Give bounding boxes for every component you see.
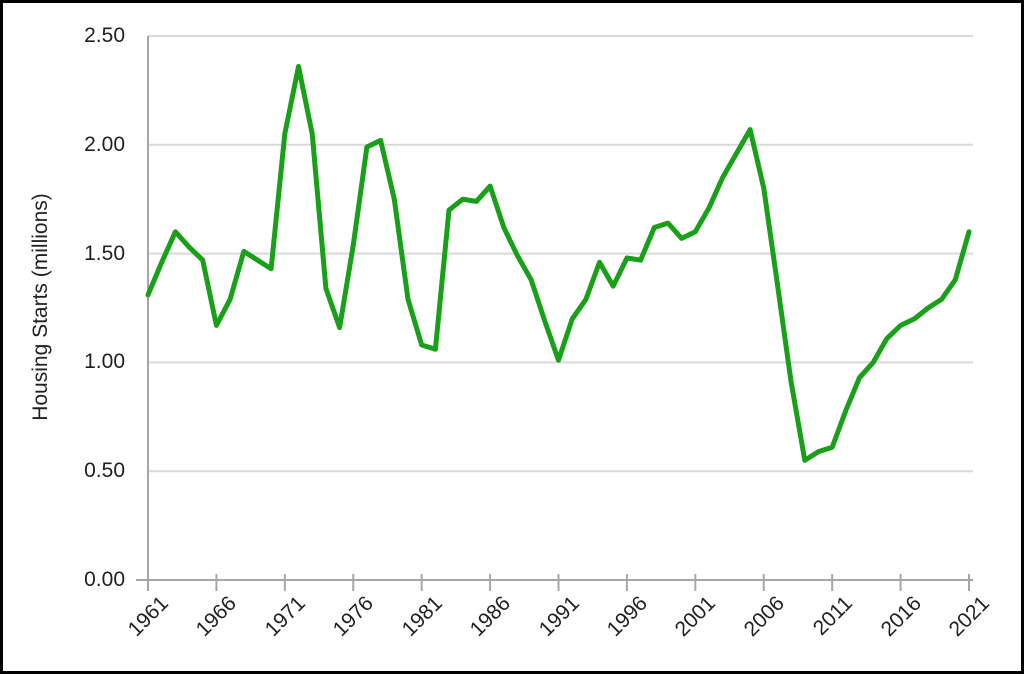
y-tick-label: 1.50 xyxy=(84,241,125,265)
y-tick-label: 0.50 xyxy=(84,459,125,483)
y-tick-label: 2.50 xyxy=(84,24,125,47)
y-tick-label: 0.00 xyxy=(84,568,125,591)
y-tick-label: 1.00 xyxy=(84,350,125,374)
y-tick-label: 2.00 xyxy=(84,132,125,156)
y-axis-title: Housing Starts (millions) xyxy=(29,193,52,421)
line-chart-canvas xyxy=(136,35,973,591)
housing-starts-series-line xyxy=(145,64,972,463)
